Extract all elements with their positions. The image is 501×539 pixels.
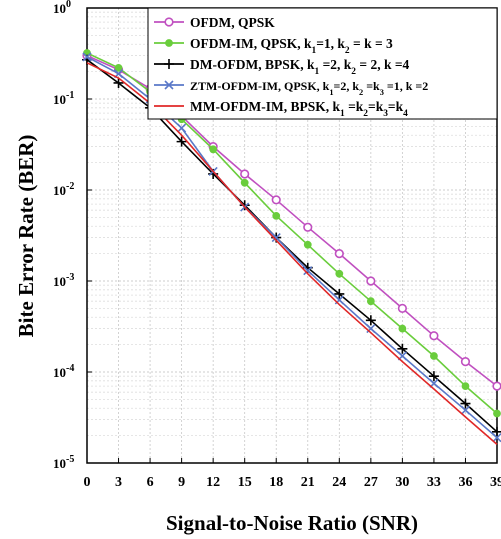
data-point <box>428 371 439 382</box>
legend-item: DM-OFDM, BPSK, k1 =2, k2 = 2, k =4 <box>154 57 410 77</box>
x-tick-label: 30 <box>395 475 409 490</box>
x-tick-label: 39 <box>490 475 501 490</box>
data-point <box>493 409 501 418</box>
data-point <box>492 381 501 391</box>
data-point <box>114 63 123 72</box>
legend-box <box>147 7 498 120</box>
x-tick-label: 0 <box>84 475 91 490</box>
data-point <box>165 39 173 47</box>
x-axis-title: Signal-to-Noise Ratio (SNR) <box>166 511 418 535</box>
y-tick-label: 100 <box>53 0 71 16</box>
y-axis-title: Bite Error Rate (BER) <box>14 135 38 338</box>
data-point <box>461 382 470 390</box>
y-tick-label: 10-4 <box>53 363 74 380</box>
x-tick-label: 24 <box>332 475 346 490</box>
data-point <box>366 297 375 306</box>
legend-item: OFDM, QPSK <box>154 15 275 30</box>
data-point <box>460 357 471 367</box>
data-point <box>429 331 439 341</box>
data-point <box>113 77 124 88</box>
x-tick-label: 15 <box>238 475 252 490</box>
legend-label: MM-OFDM-IM, BPSK, k1 =k2=k3=k4 <box>190 99 408 119</box>
data-point <box>164 80 174 90</box>
x-tick-label: 27 <box>364 475 378 490</box>
data-point <box>272 211 281 220</box>
data-point <box>460 398 471 409</box>
x-axis-ticks: 0 3 6 9 12 15 18 21 24 27 30 33 36 39 <box>84 458 501 490</box>
data-point <box>430 352 438 360</box>
legend-label: ZTM-OFDM-IM, QPSK, k1=2, k2 =k3 =1, k =2 <box>190 79 428 97</box>
y-tick-label: 10-1 <box>53 90 74 107</box>
x-tick-label: 9 <box>178 475 185 490</box>
data-point <box>164 17 174 27</box>
legend: OFDM, QPSK OFDM-IM, QPSK, k1=1, k2 = k = … <box>147 7 498 120</box>
x-tick-label: 12 <box>206 475 220 490</box>
data-point <box>240 169 250 179</box>
data-point <box>460 405 471 415</box>
data-point <box>209 145 218 154</box>
data-point <box>398 324 407 333</box>
y-tick-label: 10-2 <box>53 181 74 198</box>
y-axis-ticks: 100 10-1 10-2 10-3 10-4 10-5 <box>53 0 92 471</box>
legend-item: MM-OFDM-IM, BPSK, k1 =k2=k3=k4 <box>154 99 408 119</box>
data-point <box>365 315 376 326</box>
y-tick-label: 10-3 <box>53 272 74 289</box>
data-point <box>303 222 313 232</box>
data-point <box>239 200 250 211</box>
data-point <box>492 433 501 443</box>
data-point <box>240 178 249 187</box>
data-point <box>303 240 312 249</box>
x-tick-label: 21 <box>301 475 315 490</box>
y-tick-label: 10-5 <box>53 454 74 471</box>
data-point <box>334 249 344 259</box>
x-tick-label: 18 <box>269 475 283 490</box>
data-point <box>334 288 345 299</box>
data-point <box>335 269 344 278</box>
data-point <box>303 266 313 276</box>
data-point <box>82 52 92 62</box>
x-tick-label: 33 <box>427 475 441 490</box>
data-point <box>271 195 281 205</box>
legend-item: ZTM-OFDM-IM, QPSK, k1=2, k2 =k3 =1, k =2 <box>154 79 428 97</box>
x-tick-label: 3 <box>115 475 122 490</box>
data-point <box>492 426 501 437</box>
legend-label: OFDM, QPSK <box>190 15 275 30</box>
legend-item: OFDM-IM, QPSK, k1=1, k2 = k = 3 <box>154 36 393 56</box>
data-point <box>397 303 407 313</box>
data-point <box>176 136 187 147</box>
x-tick-label: 6 <box>147 475 154 490</box>
data-point <box>271 233 281 243</box>
data-point <box>397 343 408 354</box>
legend-label: OFDM-IM, QPSK, k1=1, k2 = k = 3 <box>190 36 393 56</box>
data-point <box>164 59 174 69</box>
data-point <box>366 276 376 286</box>
x-tick-label: 36 <box>458 475 472 490</box>
legend-label: DM-OFDM, BPSK, k1 =2, k2 = 2, k =4 <box>190 57 410 77</box>
data-point <box>177 123 187 133</box>
